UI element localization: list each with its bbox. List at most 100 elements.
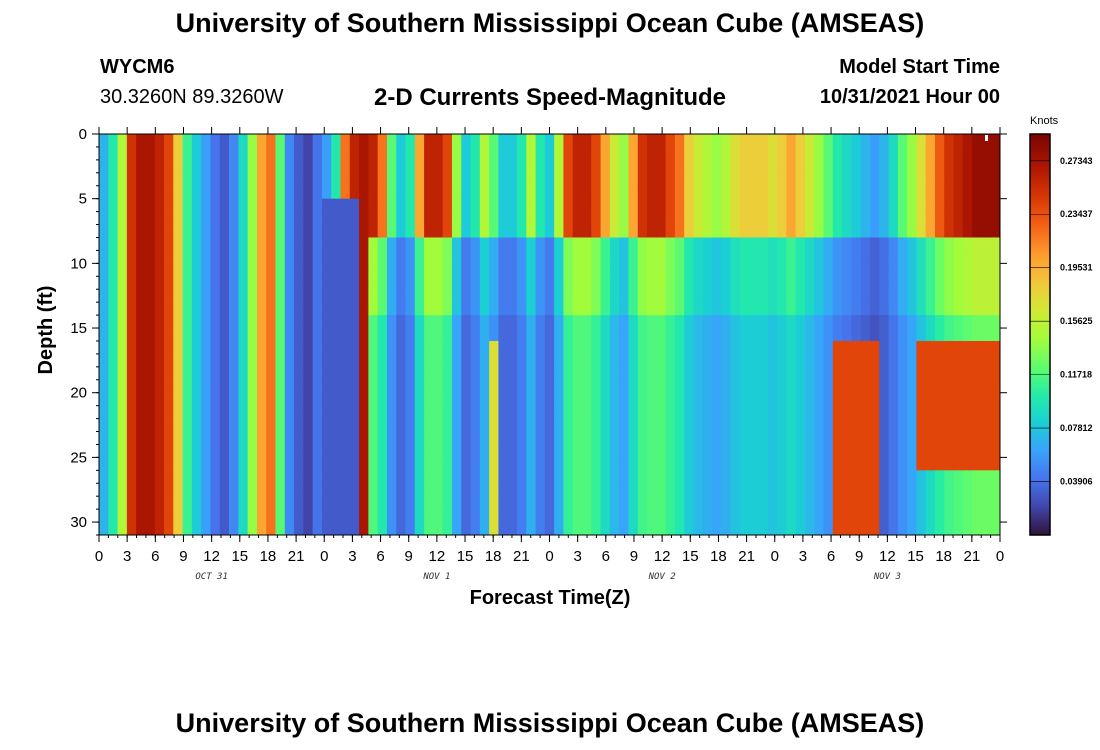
heatmap-cell bbox=[414, 470, 425, 484]
heatmap-cell bbox=[266, 366, 277, 381]
heatmap-cell bbox=[795, 198, 806, 213]
heatmap-cell bbox=[647, 457, 657, 471]
heatmap-cell bbox=[879, 134, 890, 148]
heatmap-cell bbox=[256, 315, 267, 329]
heatmap-cell bbox=[897, 457, 908, 471]
heatmap-cell bbox=[832, 134, 843, 148]
x-tick-label: 9 bbox=[179, 548, 187, 565]
heatmap-cell bbox=[210, 496, 221, 510]
heatmap-cell bbox=[674, 159, 685, 174]
heatmap-cell bbox=[191, 159, 202, 174]
heatmap-cell bbox=[832, 457, 843, 471]
heatmap-cell bbox=[879, 211, 890, 226]
heatmap-cell bbox=[702, 172, 713, 187]
heatmap-cell bbox=[284, 289, 295, 303]
heatmap-cell bbox=[479, 340, 490, 355]
heatmap-cell bbox=[535, 418, 546, 433]
heatmap-cell bbox=[507, 522, 518, 535]
heatmap-cell bbox=[266, 315, 277, 329]
heatmap-cell bbox=[860, 185, 871, 200]
heatmap-cell bbox=[832, 302, 843, 316]
heatmap-cell bbox=[572, 405, 583, 420]
heatmap-cell bbox=[953, 315, 964, 329]
heatmap-cell bbox=[907, 392, 917, 407]
heatmap-cell bbox=[674, 470, 685, 484]
heatmap-cell bbox=[479, 315, 490, 329]
heatmap-cell bbox=[944, 457, 955, 471]
heatmap-cell bbox=[637, 470, 648, 484]
heatmap-cell bbox=[860, 315, 871, 329]
heatmap-cell bbox=[897, 276, 908, 290]
heatmap-cell bbox=[647, 392, 657, 407]
heatmap-cell bbox=[972, 431, 983, 446]
heatmap-cell bbox=[554, 250, 565, 264]
heatmap-cell bbox=[554, 483, 565, 497]
heatmap-cell bbox=[405, 237, 416, 252]
heatmap-cell bbox=[953, 392, 964, 407]
heatmap-cell bbox=[591, 315, 602, 329]
heatmap-cell bbox=[637, 134, 648, 148]
heatmap-cell bbox=[303, 134, 314, 148]
heatmap-cell bbox=[359, 315, 369, 329]
heatmap-cell bbox=[405, 431, 416, 446]
heatmap-cell bbox=[721, 405, 732, 420]
heatmap-cell bbox=[591, 198, 602, 213]
heatmap-cell bbox=[814, 302, 825, 316]
heatmap-cell bbox=[284, 276, 295, 290]
heatmap-cell bbox=[433, 211, 444, 226]
heatmap-cell bbox=[628, 392, 639, 407]
heatmap-cell bbox=[619, 302, 630, 316]
heatmap-cell bbox=[582, 211, 592, 226]
heatmap-cell bbox=[628, 198, 639, 213]
heatmap-cell bbox=[860, 302, 871, 316]
heatmap-cell bbox=[851, 134, 862, 148]
heatmap-cell bbox=[312, 496, 323, 510]
heatmap-cell bbox=[191, 263, 202, 277]
heatmap-cell bbox=[628, 263, 639, 277]
heatmap-cell bbox=[489, 198, 500, 213]
heatmap-cell bbox=[349, 405, 360, 420]
heatmap-cell bbox=[600, 509, 611, 523]
heatmap-cell bbox=[860, 211, 871, 226]
heatmap-cell bbox=[665, 263, 676, 277]
heatmap-cell bbox=[247, 379, 258, 394]
heatmap-cell bbox=[990, 509, 1000, 523]
heatmap-cell bbox=[405, 418, 416, 433]
heatmap-cell bbox=[396, 211, 407, 226]
heatmap-cell bbox=[730, 276, 741, 290]
heatmap-cell bbox=[851, 366, 862, 381]
heatmap-cell bbox=[294, 237, 304, 252]
heatmap-cell bbox=[897, 379, 908, 394]
heatmap-cell bbox=[767, 379, 778, 394]
heatmap-cell bbox=[368, 198, 379, 213]
heatmap-cell bbox=[674, 198, 685, 213]
heatmap-cell bbox=[572, 509, 583, 523]
heatmap-cell bbox=[544, 134, 555, 148]
heatmap-cell bbox=[331, 302, 342, 316]
heatmap-cell bbox=[303, 276, 314, 290]
heatmap-cell bbox=[777, 224, 787, 239]
heatmap-cell bbox=[451, 250, 462, 264]
heatmap-cell bbox=[656, 340, 667, 355]
heatmap-cell bbox=[814, 431, 825, 446]
heatmap-cell bbox=[582, 353, 592, 368]
heatmap-cell bbox=[582, 431, 592, 446]
heatmap-cell bbox=[442, 289, 453, 303]
heatmap-cell bbox=[869, 496, 880, 510]
heatmap-cell bbox=[396, 509, 407, 523]
heatmap-cell bbox=[804, 405, 815, 420]
heatmap-cell bbox=[340, 470, 351, 484]
heatmap-cell bbox=[461, 198, 472, 213]
heatmap-cell bbox=[284, 418, 295, 433]
heatmap-cell bbox=[303, 237, 314, 252]
heatmap-cell bbox=[368, 315, 379, 329]
heatmap-cell bbox=[99, 328, 109, 342]
heatmap-cell bbox=[526, 509, 537, 523]
heatmap-cell bbox=[396, 379, 407, 394]
heatmap-cell bbox=[154, 405, 165, 420]
heatmap-cell bbox=[247, 483, 258, 497]
heatmap-cell bbox=[953, 509, 964, 523]
heatmap-cell bbox=[535, 340, 546, 355]
heatmap-cell bbox=[907, 224, 917, 239]
heatmap-cell bbox=[117, 457, 128, 471]
